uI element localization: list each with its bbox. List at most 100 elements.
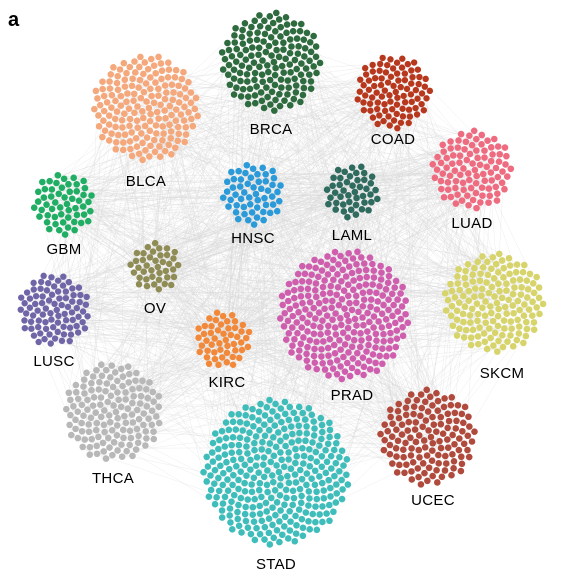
node-lusc: [62, 317, 70, 324]
node-brca: [265, 42, 273, 50]
node-stad: [229, 434, 237, 441]
node-brca: [251, 92, 259, 99]
node-brca: [272, 9, 280, 17]
node-ucec: [395, 414, 403, 422]
node-blca: [175, 130, 183, 138]
node-thca: [72, 416, 79, 424]
node-ucec: [447, 401, 455, 409]
node-luad: [444, 179, 452, 186]
node-stad: [291, 537, 299, 545]
node-stad: [313, 488, 320, 496]
node-prad: [339, 266, 347, 274]
node-brca: [280, 46, 287, 53]
node-coad: [393, 70, 401, 77]
node-kirc: [203, 354, 211, 361]
node-prad: [353, 322, 360, 329]
node-skcm: [462, 326, 470, 334]
node-gbm: [41, 185, 49, 193]
node-blca: [126, 137, 134, 145]
node-stad: [332, 459, 340, 467]
node-blca: [194, 112, 201, 120]
node-prad: [382, 286, 390, 293]
node-stad: [235, 501, 242, 509]
node-ucec: [423, 452, 431, 459]
node-gbm: [34, 198, 42, 205]
node-kirc: [238, 346, 246, 354]
node-brca: [273, 46, 280, 54]
node-skcm: [536, 310, 543, 318]
node-thca: [133, 425, 141, 433]
node-laml: [345, 192, 352, 199]
node-prad: [392, 343, 400, 351]
node-stad: [251, 495, 258, 503]
node-blca: [111, 115, 119, 123]
node-coad: [361, 64, 369, 72]
node-coad: [368, 94, 376, 101]
node-skcm: [525, 306, 533, 313]
node-stad: [292, 512, 299, 520]
node-laml: [367, 191, 374, 198]
node-thca: [129, 419, 137, 426]
node-gbm: [81, 184, 89, 192]
node-prad: [337, 346, 344, 353]
node-skcm: [483, 279, 490, 286]
node-prad: [348, 306, 356, 314]
node-stad: [241, 487, 249, 495]
node-thca: [150, 428, 157, 436]
node-brca: [265, 24, 272, 32]
node-stad: [204, 463, 212, 470]
node-luad: [447, 145, 455, 152]
node-stad: [281, 410, 289, 418]
node-stad: [299, 524, 307, 532]
node-stad: [265, 426, 273, 434]
node-stad: [343, 471, 350, 479]
node-brca: [243, 70, 251, 78]
node-stad: [235, 485, 242, 493]
node-blca: [136, 76, 144, 84]
node-skcm: [518, 284, 525, 291]
node-ucec: [435, 460, 443, 467]
node-skcm: [494, 322, 502, 330]
node-blca: [177, 111, 185, 118]
node-prad: [348, 343, 356, 351]
node-stad: [265, 447, 272, 455]
node-ucec: [393, 453, 400, 460]
node-kirc: [217, 321, 225, 328]
node-lusc: [37, 285, 44, 292]
node-stad: [258, 446, 266, 453]
node-hnsc: [233, 202, 241, 209]
node-lusc: [62, 288, 70, 295]
node-prad: [324, 253, 331, 260]
node-prad: [333, 357, 341, 364]
node-stad: [340, 462, 347, 469]
node-prad: [359, 314, 366, 321]
node-luad: [458, 197, 466, 204]
node-lusc: [21, 317, 28, 324]
node-stad: [225, 426, 233, 434]
node-stad: [318, 463, 326, 471]
node-skcm: [509, 290, 517, 298]
node-thca: [140, 421, 147, 429]
node-stad: [293, 415, 301, 423]
node-blca: [164, 73, 172, 81]
node-stad: [243, 443, 250, 450]
node-ov: [135, 281, 143, 288]
node-stad: [242, 412, 249, 419]
node-blca: [129, 75, 136, 83]
node-coad: [369, 114, 377, 121]
node-blca: [185, 78, 192, 86]
node-laml: [349, 182, 356, 189]
node-prad: [366, 318, 373, 326]
node-prad: [310, 322, 317, 330]
node-coad: [374, 105, 381, 113]
node-skcm: [501, 325, 508, 332]
node-stad: [251, 446, 258, 454]
node-prad: [322, 297, 329, 305]
node-prad: [352, 299, 360, 307]
node-ucec: [440, 403, 448, 411]
node-ucec: [425, 464, 433, 472]
node-coad: [397, 119, 405, 126]
node-prad: [358, 254, 365, 261]
node-hnsc: [273, 207, 281, 215]
node-thca: [155, 403, 163, 411]
